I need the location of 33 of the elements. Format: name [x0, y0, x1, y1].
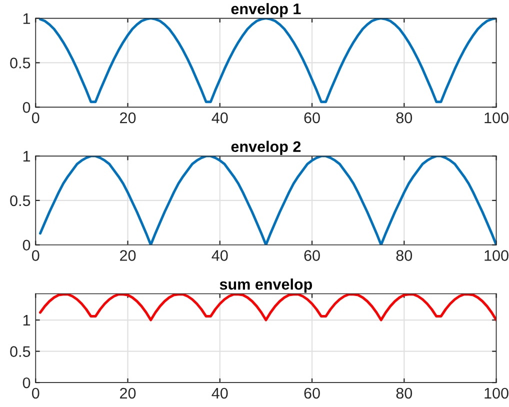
x-tick-label: 80: [396, 112, 412, 124]
y-tick-label: 1: [23, 315, 30, 326]
x-tick-label: 60: [304, 112, 320, 124]
x-tick-label: 80: [396, 388, 412, 399]
x-tick-label: 100: [484, 112, 508, 124]
x-tick-label: 20: [120, 388, 136, 399]
x-tick-label: 20: [120, 250, 136, 261]
chart-title: sum envelop: [220, 278, 312, 293]
y-tick-label: 0.5: [10, 195, 30, 206]
line-series: [38, 294, 496, 322]
y-tick-label: 0: [22, 240, 30, 251]
x-tick-label: 40: [212, 388, 228, 399]
y-tick-label: 0.5: [10, 346, 30, 357]
x-tick-label: 40: [212, 250, 228, 261]
chart-title: envelop 2: [231, 140, 301, 156]
x-tick-label: 0: [32, 250, 40, 261]
y-tick-label: 0: [22, 102, 30, 113]
line-series: [38, 156, 496, 245]
x-tick-label: 0: [32, 388, 40, 399]
x-tick-label: 80: [396, 250, 412, 261]
x-tick-label: 100: [484, 250, 508, 261]
x-tick-label: 40: [212, 112, 228, 124]
y-tick-label: 0: [22, 377, 30, 388]
chart-title: envelop 1: [231, 3, 301, 18]
x-tick-label: 60: [304, 388, 320, 399]
x-tick-label: 60: [304, 250, 320, 261]
line-series: [38, 18, 496, 104]
x-tick-label: 20: [120, 112, 136, 124]
x-tick-label: 100: [484, 388, 508, 399]
x-tick-label: 0: [32, 112, 40, 124]
y-tick-label: 0.5: [10, 58, 30, 68]
y-tick-label: 1: [23, 151, 30, 162]
y-tick-label: 1: [23, 13, 30, 24]
